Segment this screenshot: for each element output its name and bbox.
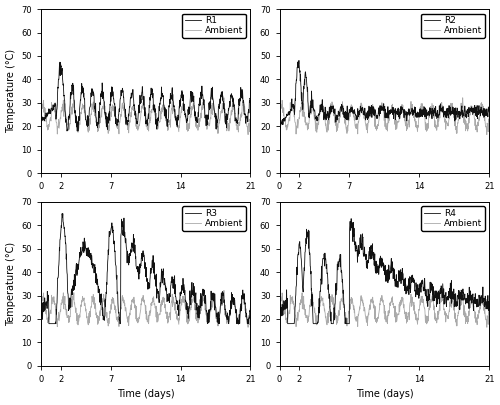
R3 <box>219 302 225 307</box>
Ambient <box>172 111 177 115</box>
Ambient <box>436 119 442 124</box>
Ambient <box>404 315 410 320</box>
Ambient <box>484 325 490 330</box>
Ambient <box>486 116 492 121</box>
R3 <box>46 321 52 326</box>
R1 <box>38 118 44 123</box>
R2 <box>290 102 296 107</box>
Ambient <box>165 315 171 320</box>
Ambient <box>248 308 254 313</box>
Ambient <box>276 114 282 119</box>
R3 <box>60 211 66 216</box>
Line: Ambient: Ambient <box>280 290 489 327</box>
R1 <box>50 107 56 112</box>
R3 <box>248 305 254 309</box>
Ambient <box>221 95 227 100</box>
R4 <box>436 292 442 297</box>
Ambient <box>460 95 466 100</box>
Legend: R2, Ambient: R2, Ambient <box>421 14 484 38</box>
Ambient <box>398 104 404 109</box>
Line: Ambient: Ambient <box>41 98 250 134</box>
Ambient <box>486 308 492 313</box>
Legend: R4, Ambient: R4, Ambient <box>421 206 484 230</box>
R2 <box>404 115 410 119</box>
R4 <box>348 216 354 221</box>
R2 <box>486 110 492 115</box>
Y-axis label: Temperature (°C): Temperature (°C) <box>6 242 16 326</box>
Line: R1: R1 <box>41 62 250 131</box>
Ambient <box>436 312 442 317</box>
Line: Ambient: Ambient <box>280 98 489 134</box>
R2 <box>410 112 416 117</box>
R2 <box>398 107 404 112</box>
Ambient <box>460 288 466 293</box>
Ambient <box>160 104 166 109</box>
Ambient <box>218 109 224 114</box>
Line: R3: R3 <box>41 214 250 324</box>
Ambient <box>160 297 166 302</box>
R1 <box>57 60 63 65</box>
Ambient <box>290 299 296 304</box>
R4 <box>284 321 290 326</box>
R2 <box>276 126 282 131</box>
Ambient <box>38 114 44 119</box>
R3 <box>166 298 172 303</box>
Ambient <box>404 122 410 127</box>
R4 <box>399 270 405 275</box>
Ambient <box>197 119 203 124</box>
Ambient <box>172 303 177 308</box>
R1 <box>172 110 178 115</box>
Ambient <box>50 299 56 304</box>
Ambient <box>197 312 203 317</box>
R2 <box>296 58 302 63</box>
Ambient <box>221 288 227 293</box>
R3 <box>160 269 166 274</box>
R1 <box>64 128 70 133</box>
Line: Ambient: Ambient <box>41 290 250 327</box>
Ambient <box>290 107 296 111</box>
Line: R2: R2 <box>280 60 489 129</box>
Ambient <box>38 306 44 311</box>
Ambient <box>165 122 171 127</box>
Ambient <box>50 107 56 111</box>
Ambient <box>484 132 490 137</box>
R3 <box>198 297 203 302</box>
R3 <box>51 321 57 326</box>
Ambient <box>245 325 251 330</box>
Ambient <box>457 302 463 307</box>
Legend: R1, Ambient: R1, Ambient <box>182 14 246 38</box>
R1 <box>219 94 225 99</box>
Ambient <box>276 306 282 311</box>
R4 <box>404 284 410 288</box>
R3 <box>38 311 44 316</box>
Legend: R3, Ambient: R3, Ambient <box>182 206 246 230</box>
R2 <box>458 113 464 117</box>
R4 <box>410 276 416 281</box>
Ambient <box>248 116 254 121</box>
Ambient <box>410 303 416 308</box>
R3 <box>172 291 178 296</box>
Ambient <box>398 297 404 302</box>
Ambient <box>457 109 463 114</box>
X-axis label: Time (days): Time (days) <box>117 390 174 399</box>
R4 <box>486 303 492 307</box>
X-axis label: Time (days): Time (days) <box>356 390 413 399</box>
Ambient <box>245 132 251 137</box>
Ambient <box>218 302 224 307</box>
R4 <box>458 293 464 298</box>
R1 <box>198 103 203 108</box>
R1 <box>160 93 166 98</box>
R4 <box>276 311 282 316</box>
R1 <box>166 115 172 120</box>
Line: R4: R4 <box>280 219 489 324</box>
R4 <box>290 321 296 326</box>
Ambient <box>410 111 416 115</box>
R1 <box>248 95 254 100</box>
R2 <box>436 113 442 118</box>
Y-axis label: Temperature (°C): Temperature (°C) <box>6 49 16 133</box>
